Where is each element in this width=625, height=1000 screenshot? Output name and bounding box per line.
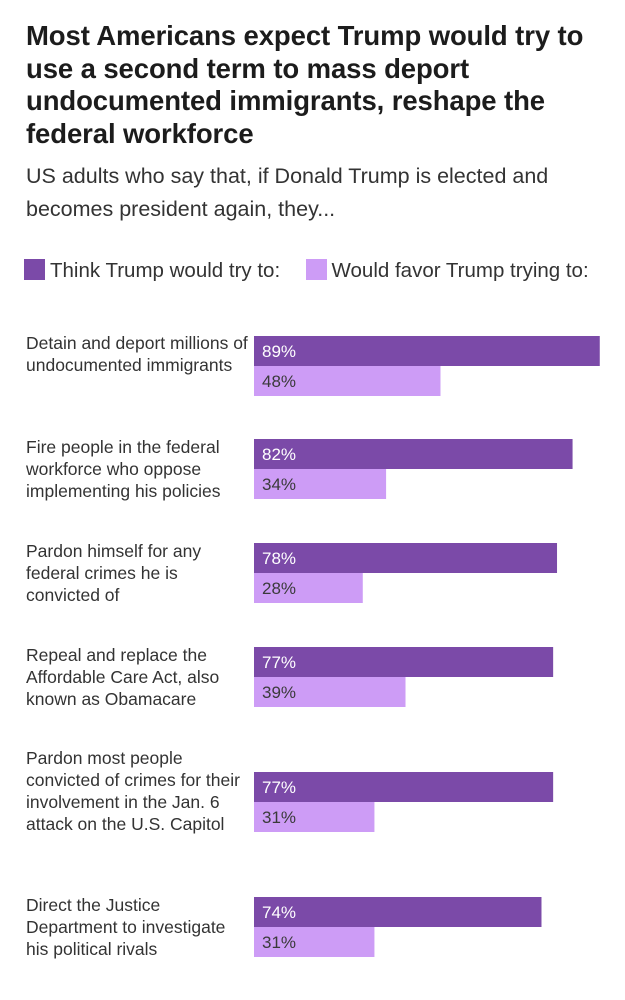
legend: Think Trump would try to: Would favor Tr… — [24, 256, 609, 285]
legend-swatch-favor — [305, 259, 327, 280]
category-label-justice: Direct the Justice Department to investi… — [26, 895, 226, 959]
bar-value-think-fire: 82% — [262, 445, 296, 464]
bar-favor-deport — [254, 366, 441, 396]
bar-think-jan6 — [254, 772, 554, 802]
bar-value-favor-pardon-self: 28% — [262, 579, 296, 598]
bar-value-think-justice: 74% — [262, 903, 296, 922]
category-label-pardon-self: Pardon himself for any federal crimes he… — [26, 541, 202, 605]
bar-value-favor-jan6: 31% — [262, 808, 296, 827]
bar-think-fire — [254, 439, 573, 469]
category-label-fire: Fire people in the federal workforce who… — [26, 437, 221, 501]
category-label-jan6: Pardon most people convicted of crimes f… — [26, 748, 240, 834]
legend-label-favor: Would favor Trump trying to: — [331, 259, 589, 282]
bar-value-favor-aca: 39% — [262, 683, 296, 702]
legend-item-think: Think Trump would try to: — [24, 259, 286, 282]
bar-favor-fire — [254, 469, 387, 499]
bar-think-pardon-self — [254, 543, 558, 573]
bar-favor-aca — [254, 677, 406, 707]
legend-swatch-think — [24, 259, 45, 280]
bar-think-justice — [254, 897, 542, 927]
legend-label-think: Think Trump would try to: — [50, 259, 281, 282]
chart-title: Most Americans expect Trump would try to… — [26, 20, 584, 149]
bar-value-favor-deport: 48% — [262, 372, 296, 391]
bar-value-think-deport: 89% — [262, 342, 296, 361]
bar-value-favor-fire: 34% — [262, 475, 296, 494]
category-label-deport: Detain and deport millions of undocument… — [26, 333, 248, 375]
bar-favor-pardon-self — [254, 573, 363, 603]
bar-favor-jan6 — [254, 802, 375, 832]
legend-item-favor: Would favor Trump trying to: — [300, 259, 589, 282]
bar-favor-justice — [254, 927, 375, 957]
bar-think-aca — [254, 647, 554, 677]
bar-value-think-aca: 77% — [262, 653, 296, 672]
bar-value-favor-justice: 31% — [262, 933, 296, 952]
category-label-aca: Repeal and replace the Affordable Care A… — [26, 645, 220, 709]
chart-subtitle: US adults who say that, if Donald Trump … — [26, 164, 549, 221]
bar-value-think-jan6: 77% — [262, 778, 296, 797]
bar-value-think-pardon-self: 78% — [262, 549, 296, 568]
bar-think-deport — [254, 336, 600, 366]
